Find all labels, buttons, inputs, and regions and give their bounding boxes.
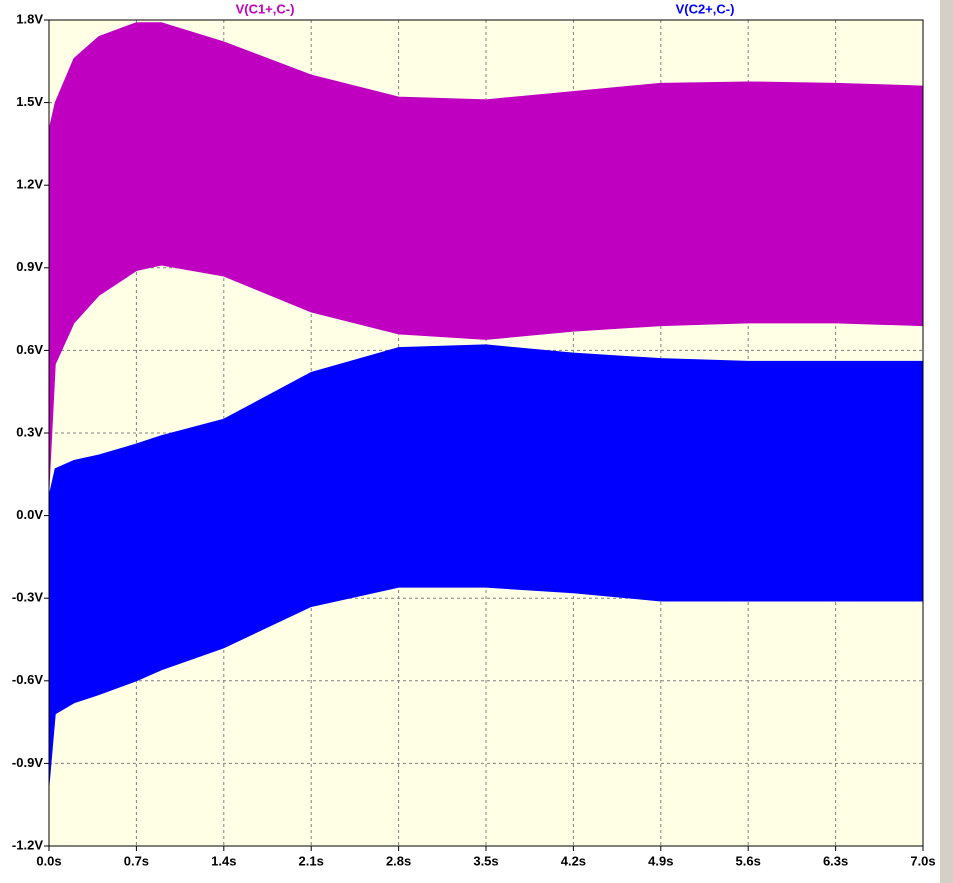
x-tick-label: 2.8s [386, 853, 411, 868]
x-tick-label: 4.2s [561, 853, 586, 868]
y-tick-label: 0.6V [16, 342, 43, 357]
x-tick-label: 0.0s [36, 853, 61, 868]
y-tick-label: -1.2V [12, 837, 43, 852]
y-tick-label: 0.9V [16, 259, 43, 274]
y-tick-label: 1.8V [16, 11, 43, 26]
y-tick-label: 0.0V [16, 507, 43, 522]
x-tick-label: 7.0s [910, 853, 935, 868]
y-tick-label: 1.2V [16, 177, 43, 192]
y-tick-label: -0.9V [12, 755, 43, 770]
x-tick-label: 0.7s [124, 853, 149, 868]
x-tick-label: 1.4s [211, 853, 236, 868]
x-tick-label: 5.6s [736, 853, 761, 868]
legend-label: V(C2+,C-) [676, 1, 735, 16]
y-tick-label: -0.3V [12, 590, 43, 605]
window-edge [940, 0, 953, 883]
y-tick-label: -0.6V [12, 672, 43, 687]
labels: -1.2V -0.9V -0.6V -0.3V 0.0V 0.3V 0.6V 0.9V 1.2V… [12, 1, 936, 868]
y-tick-label: 0.3V [16, 424, 43, 439]
x-tick-label: 2.1s [299, 853, 324, 868]
x-tick-label: 3.5s [473, 853, 498, 868]
y-tick-label: 1.5V [16, 94, 43, 109]
legend-label: V(C1+,C-) [236, 1, 295, 16]
x-tick-label: 6.3s [823, 853, 848, 868]
x-tick-label: 4.9s [648, 853, 673, 868]
